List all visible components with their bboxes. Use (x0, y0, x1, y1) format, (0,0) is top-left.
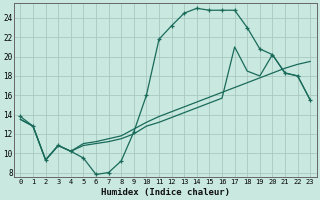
X-axis label: Humidex (Indice chaleur): Humidex (Indice chaleur) (101, 188, 230, 197)
